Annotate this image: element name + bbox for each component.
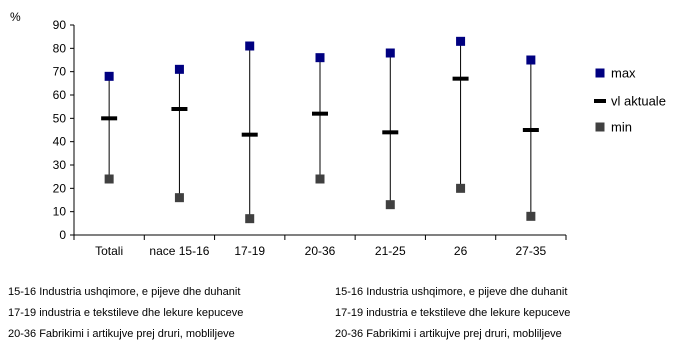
legend-swatch [595,122,605,132]
legend-swatch [594,99,606,103]
y-tick-label: 50 [53,111,67,125]
y-tick-label: 0 [59,228,66,242]
legend-swatch [595,68,605,78]
point-max [104,71,114,81]
point-min [104,174,114,184]
point-max [245,41,255,51]
x-tick-label: 20-36 [305,244,336,258]
point-min [456,183,466,193]
legend-label: min [611,120,632,135]
note-right-1: 15-16 Industria ushqimore, e pijeve dhe … [335,286,568,298]
y-tick-labels: 0 10 20 30 40 50 60 70 80 90 [53,18,67,242]
legend: max vl aktuale min [594,66,666,135]
hi-lo-chart: % 0 10 20 30 40 50 60 70 80 90 Totali nace 15-16 17… [10,10,666,258]
point-max [385,48,395,58]
y-tick-label: 60 [53,88,67,102]
legend-label: vl aktuale [611,94,666,109]
point-vl-aktuale [452,76,469,81]
point-vl-aktuale [101,116,118,121]
y-tick-label: 30 [53,158,67,172]
x-tick-label: 17-19 [234,244,265,258]
point-min [526,211,536,221]
point-min [174,193,184,203]
y-tick-label: 80 [53,41,67,55]
y-tick-label: 90 [53,18,67,32]
point-min [245,214,255,224]
data-marks [101,36,539,224]
point-vl-aktuale [522,128,539,132]
axes [70,24,567,240]
category-notes: 15-16 Industria ushqimore, e pijeve dhe … [0,282,689,349]
x-tick-label: 26 [454,244,468,258]
x-tick-label: 21-25 [375,244,406,258]
x-tick-label: Totali [95,244,123,258]
point-max [526,55,536,65]
note-left-2: 17-19 industria e tekstileve dhe lekure … [8,307,244,319]
point-max [456,36,466,46]
point-max [174,64,184,74]
note-left-3: 20-36 Fabrikimi i artikujve prej druri, … [8,328,235,340]
point-vl-aktuale [312,111,328,116]
point-vl-aktuale [382,130,399,135]
note-right-2: 17-19 industria e tekstileve dhe lekure … [335,307,571,319]
y-tick-label: 20 [53,181,67,195]
x-tick-label: 27-35 [516,244,547,258]
point-vl-aktuale [241,132,258,137]
point-vl-aktuale [171,107,188,111]
y-axis-label: % [10,10,21,24]
point-min [315,174,325,184]
note-right-3: 20-36 Fabrikimi i artikujve prej druri, … [335,328,562,340]
point-min [385,200,395,210]
legend-label: max [611,66,636,81]
x-tick-labels: Totali nace 15-16 17-19 20-36 21-25 26 27-35 [95,244,546,258]
point-max [315,53,325,63]
x-tick-label: nace 15-16 [149,244,209,258]
y-tick-label: 10 [53,205,67,219]
y-tick-label: 40 [53,135,67,149]
y-tick-label: 70 [53,65,67,79]
note-left-1: 15-16 Industria ushqimore, e pijeve dhe … [8,286,241,298]
